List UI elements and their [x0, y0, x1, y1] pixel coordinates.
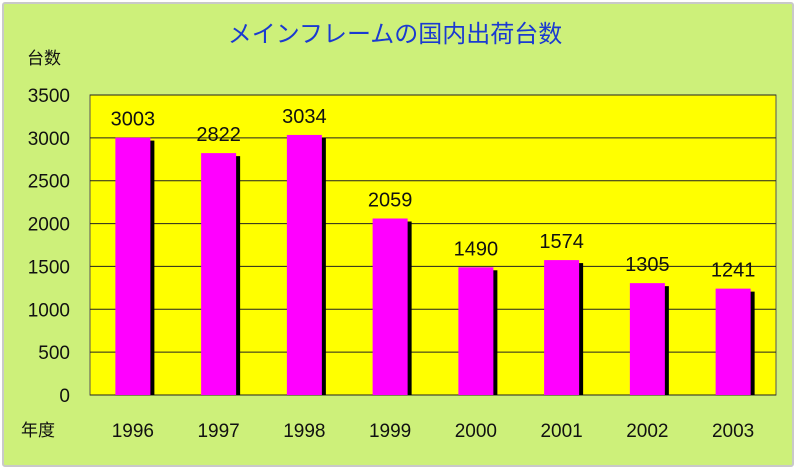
- bar: [715, 288, 751, 395]
- bar: [201, 153, 237, 395]
- plot-area: [89, 94, 777, 396]
- bar: [372, 218, 408, 395]
- y-axis-ticks: 0 500 1000 1500 2000 2500 3000 3500: [28, 86, 70, 407]
- data-label: 1490: [454, 238, 499, 260]
- y-axis-label: 台数: [27, 49, 61, 69]
- y-tick-label: 2000: [28, 215, 70, 236]
- x-tick-label: 2002: [626, 421, 668, 442]
- y-tick-label: 1000: [28, 300, 70, 321]
- y-tick-label: 3500: [28, 86, 70, 107]
- bar: [544, 260, 580, 395]
- bars: [115, 134, 755, 395]
- data-label: 2059: [368, 190, 413, 212]
- y-tick-label: 1500: [28, 257, 70, 278]
- data-label: 1241: [711, 260, 756, 282]
- x-axis-label: 年度: [21, 421, 55, 441]
- x-tick-label: 1999: [369, 421, 411, 442]
- x-tick-label: 1997: [197, 421, 239, 442]
- data-labels: 3003 2822 3034 2059 1490 1574 1305 1241: [111, 106, 756, 282]
- data-label: 3003: [111, 109, 156, 131]
- chart-title: メインフレームの国内出荷台数: [228, 20, 563, 48]
- x-axis-ticks: 1996 1997 1998 1999 2000 2001 2002 2003: [112, 421, 755, 442]
- data-label: 3034: [282, 106, 327, 128]
- bar: [458, 267, 494, 395]
- x-tick-label: 1998: [283, 421, 325, 442]
- y-tick-label: 3000: [28, 129, 70, 150]
- bar: [286, 134, 322, 395]
- x-tick-label: 1996: [112, 421, 154, 442]
- x-tick-label: 2003: [712, 421, 754, 442]
- y-tick-label: 2500: [28, 172, 70, 193]
- data-label: 1574: [539, 231, 584, 253]
- x-tick-label: 2000: [455, 421, 497, 442]
- data-label: 1305: [625, 254, 670, 276]
- bar: [629, 283, 665, 395]
- x-tick-label: 2001: [540, 421, 582, 442]
- data-label: 2822: [196, 124, 241, 146]
- y-tick-label: 0: [59, 386, 70, 407]
- y-tick-label: 500: [38, 343, 70, 364]
- bar: [115, 137, 151, 395]
